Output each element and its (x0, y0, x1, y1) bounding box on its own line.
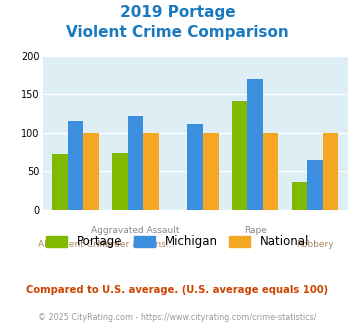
Bar (203, 133, 219, 210)
Text: Robbery: Robbery (296, 240, 334, 249)
Bar (112, 153, 127, 210)
Bar (127, 116, 143, 210)
Bar (187, 124, 203, 210)
Text: © 2025 CityRating.com - https://www.cityrating.com/crime-statistics/: © 2025 CityRating.com - https://www.city… (38, 313, 317, 322)
Bar (247, 79, 263, 210)
Text: 2019 Portage: 2019 Portage (120, 5, 235, 20)
Bar (83, 133, 99, 210)
Text: Compared to U.S. average. (U.S. average equals 100): Compared to U.S. average. (U.S. average … (26, 285, 329, 295)
Bar (68, 121, 83, 210)
Bar (307, 160, 323, 210)
Legend: Portage, Michigan, National: Portage, Michigan, National (41, 231, 314, 253)
Text: Aggravated Assault: Aggravated Assault (91, 226, 180, 235)
Bar (291, 182, 307, 210)
Bar (323, 133, 338, 210)
Bar (263, 133, 278, 210)
Bar (232, 101, 247, 210)
Text: All Violent Crime: All Violent Crime (38, 240, 113, 249)
Text: Rape: Rape (244, 226, 267, 235)
Text: Murder & Mans...: Murder & Mans... (97, 240, 174, 249)
Text: Violent Crime Comparison: Violent Crime Comparison (66, 25, 289, 40)
Bar (52, 153, 68, 210)
Bar (143, 133, 159, 210)
